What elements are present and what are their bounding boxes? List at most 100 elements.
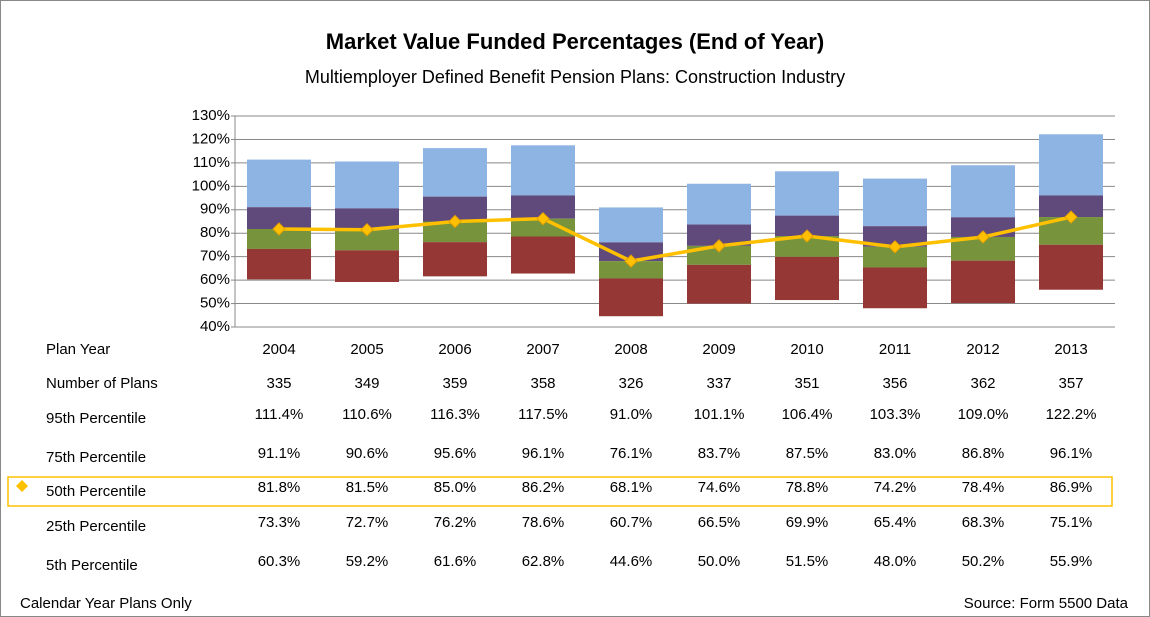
table-cell: 69.9% <box>786 514 829 531</box>
row-label: 25th Percentile <box>46 518 146 535</box>
x-tick-label: 2010 <box>790 341 823 358</box>
table-cell: 55.9% <box>1050 553 1093 570</box>
y-tick-label: 70% <box>200 248 230 265</box>
bar-segment <box>335 250 399 282</box>
table-cell: 76.1% <box>610 445 653 462</box>
bar-segment <box>511 218 575 237</box>
y-tick-label: 130% <box>192 107 230 124</box>
y-tick-label: 110% <box>193 154 230 171</box>
y-tick-label: 100% <box>192 177 230 194</box>
table-cell: 335 <box>266 375 291 392</box>
table-cell: 356 <box>882 375 907 392</box>
table-cell: 117.5% <box>518 406 568 423</box>
row-label: Plan Year <box>46 341 110 358</box>
row-label: Number of Plans <box>46 375 158 392</box>
row-label: 5th Percentile <box>46 557 138 574</box>
table-cell: 78.8% <box>786 479 829 496</box>
median-marker <box>888 240 902 254</box>
table-cell: 103.3% <box>870 406 921 423</box>
bar-segment <box>335 229 399 251</box>
bar-segment <box>599 278 663 317</box>
bar-segment <box>247 229 311 249</box>
bar-segment <box>511 195 575 219</box>
bar-segment <box>951 260 1015 304</box>
table-cell: 337 <box>706 375 731 392</box>
footnote: Calendar Year Plans Only <box>20 595 192 612</box>
table-cell: 116.3% <box>430 406 480 423</box>
bar-segment <box>511 145 575 196</box>
bar-segment <box>687 224 751 246</box>
chart-title: Market Value Funded Percentages (End of … <box>326 29 824 54</box>
table-cell: 73.3% <box>258 514 301 531</box>
median-marker <box>976 230 990 244</box>
table-cell: 62.8% <box>522 553 565 570</box>
table-cell: 351 <box>794 375 819 392</box>
source: Source: Form 5500 Data <box>964 595 1129 612</box>
bar-segment <box>423 148 487 197</box>
table-cell: 96.1% <box>522 445 565 462</box>
y-tick-label: 120% <box>192 130 230 147</box>
bar-segment <box>511 236 575 274</box>
bar-segment <box>247 207 311 230</box>
table-cell: 74.6% <box>698 479 741 496</box>
table-cell: 96.1% <box>1050 445 1093 462</box>
table-cell: 86.8% <box>962 445 1005 462</box>
median-marker <box>1064 210 1078 224</box>
bar-segment <box>687 183 751 225</box>
table-cell: 66.5% <box>698 514 741 531</box>
bar-segment <box>863 178 927 227</box>
bar-segment <box>599 207 663 243</box>
table-cell: 111.4% <box>255 406 304 423</box>
table-cell: 51.5% <box>786 553 829 570</box>
table-cell: 74.2% <box>874 479 917 496</box>
bar-segment <box>1039 244 1103 290</box>
table-cell: 101.1% <box>694 406 745 423</box>
table-cell: 95.6% <box>434 445 477 462</box>
table-cell: 48.0% <box>874 553 917 570</box>
x-tick-label: 2006 <box>438 341 471 358</box>
table-cell: 122.2% <box>1046 406 1097 423</box>
table-cell: 86.9% <box>1050 479 1093 496</box>
x-tick-label: 2004 <box>262 341 295 358</box>
bar-segment <box>599 261 663 279</box>
table-cell: 60.7% <box>610 514 653 531</box>
row-label: 50th Percentile <box>46 483 146 500</box>
bar-segment <box>247 159 311 208</box>
median-line <box>278 215 1072 263</box>
bar-segment <box>1039 134 1103 196</box>
bar-segment <box>951 165 1015 218</box>
table-cell: 44.6% <box>610 553 653 570</box>
table-cell: 83.7% <box>698 445 741 462</box>
x-tick-label: 2012 <box>966 341 999 358</box>
row-label: 95th Percentile <box>46 410 146 427</box>
bar-segment <box>247 248 311 280</box>
table-cell: 349 <box>354 375 379 392</box>
bar-segment <box>423 242 487 277</box>
table-cell: 91.1% <box>258 445 301 462</box>
x-tick-label: 2008 <box>614 341 647 358</box>
table-cell: 72.7% <box>346 514 389 531</box>
table-cell: 87.5% <box>786 445 829 462</box>
chart-subtitle: Multiemployer Defined Benefit Pension Pl… <box>305 67 845 87</box>
table-cell: 78.4% <box>962 479 1005 496</box>
table-cell: 78.6% <box>522 514 565 531</box>
bar-segment <box>951 236 1015 261</box>
table-cell: 106.4% <box>782 406 833 423</box>
median-marker <box>448 214 462 229</box>
table-cell: 75.1% <box>1050 514 1093 531</box>
bar-segment <box>775 256 839 301</box>
table-cell: 81.5% <box>346 479 389 496</box>
bar-segment <box>335 161 399 209</box>
x-tick-label: 2009 <box>702 341 735 358</box>
bar-segment <box>599 242 663 262</box>
table-cell: 359 <box>442 375 467 392</box>
y-tick-label: 50% <box>200 295 230 312</box>
table-cell: 61.6% <box>434 553 477 570</box>
bar-segment <box>863 226 927 247</box>
table-cell: 50.2% <box>962 553 1005 570</box>
median-marker <box>624 254 638 268</box>
bar-segment <box>335 208 399 230</box>
y-tick-label: 60% <box>200 271 230 288</box>
bar-segment <box>1039 195 1103 218</box>
bar-segment <box>775 215 839 237</box>
